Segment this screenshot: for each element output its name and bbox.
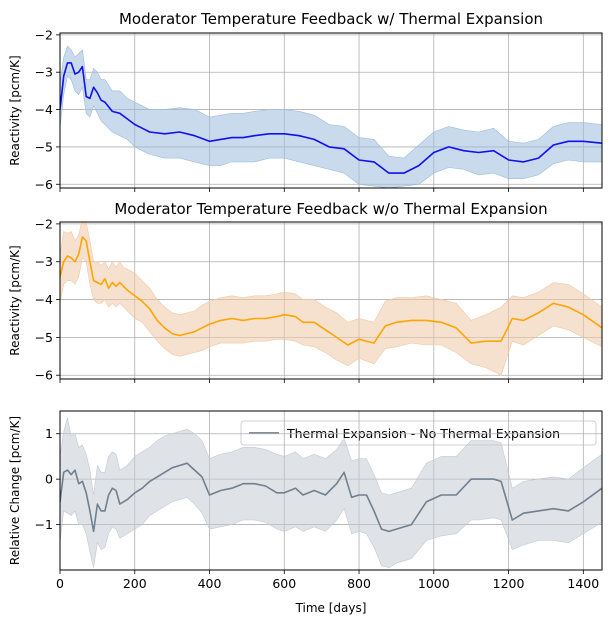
x-tick-label: 400 xyxy=(198,576,222,591)
y-axis-label: Reactivity [pcm/K] xyxy=(8,55,22,165)
y-axis-label: Relative Change [pcm/K] xyxy=(8,416,22,565)
x-tick-label: 1400 xyxy=(567,576,599,591)
series-line xyxy=(60,62,602,174)
y-tick-label: −2 xyxy=(35,216,53,231)
axes-frame xyxy=(59,32,603,189)
chart-panel-with-thermal-expansion: Moderator Temperature Feedback w/ Therma… xyxy=(8,10,603,192)
x-tick-label: 1000 xyxy=(418,576,450,591)
y-tick-label: −6 xyxy=(35,368,53,383)
y-tick-label: 0 xyxy=(45,472,53,487)
plot-area xyxy=(60,45,602,188)
y-tick-label: −3 xyxy=(35,254,53,269)
series-line xyxy=(60,236,602,346)
y-axis-label: Reactivity [pcm/K] xyxy=(8,245,22,355)
y-tick-label: 1 xyxy=(45,426,53,441)
chart-title: Moderator Temperature Feedback w/ Therma… xyxy=(119,10,543,28)
confidence-band xyxy=(60,417,602,569)
chart-legend: Thermal Expansion - No Thermal Expansion xyxy=(240,420,597,446)
x-tick-label: 200 xyxy=(123,576,147,591)
y-tick-label: −2 xyxy=(35,27,53,42)
series-line xyxy=(60,462,602,533)
confidence-band xyxy=(60,45,602,188)
legend-box xyxy=(240,420,597,446)
x-axis-label: Time [days] xyxy=(295,601,367,615)
y-tick-label: −5 xyxy=(35,330,53,345)
y-tick-label: −3 xyxy=(35,65,53,80)
y-tick-label: −4 xyxy=(35,102,53,117)
chart-title: Moderator Temperature Feedback w/o Therm… xyxy=(114,200,547,218)
x-tick-label: 0 xyxy=(56,576,64,591)
x-tick-label: 1200 xyxy=(493,576,525,591)
axes-frame xyxy=(59,221,603,380)
axes-frame xyxy=(59,410,603,571)
chart-panel-relative-change: Relative Change [pcm/K] Time [days] Ther… xyxy=(8,410,603,615)
plot-area xyxy=(60,417,602,569)
y-tick-label: −4 xyxy=(35,292,53,307)
x-tick-label: 800 xyxy=(347,576,371,591)
plot-area xyxy=(60,222,602,376)
x-tick-label: 600 xyxy=(272,576,296,591)
y-tick-label: −6 xyxy=(35,177,53,192)
chart-panel-without-thermal-expansion: Moderator Temperature Feedback w/o Therm… xyxy=(8,200,603,383)
y-tick-label: −1 xyxy=(35,517,53,532)
confidence-band xyxy=(60,222,602,376)
y-tick-label: −5 xyxy=(35,139,53,154)
